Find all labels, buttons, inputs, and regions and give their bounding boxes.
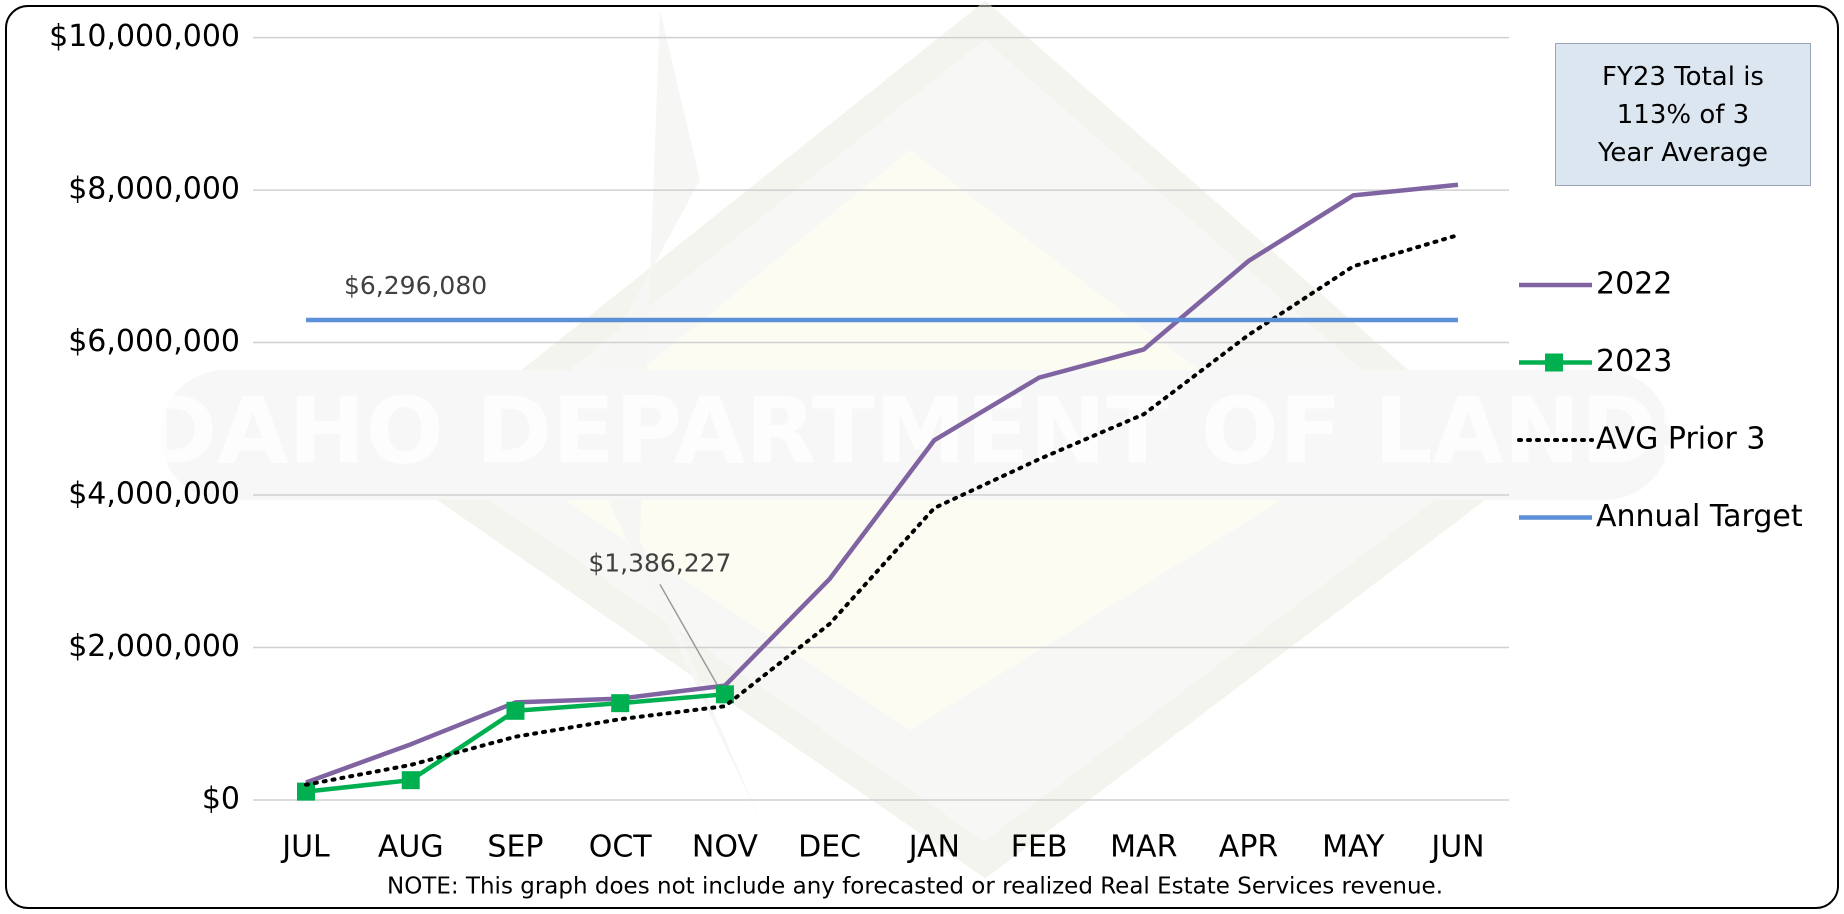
- note: NOTE: This graph does not include any fo…: [387, 874, 1443, 900]
- point-marker: [401, 771, 420, 790]
- point-marker: [297, 782, 315, 801]
- leader-line: [659, 583, 718, 685]
- series-line: [305, 182, 1459, 785]
- y-tick-label: $10,000,000: [49, 19, 240, 54]
- y-tick-label: $8,000,000: [68, 172, 240, 207]
- x-tick-label: APR: [1219, 830, 1278, 865]
- x-tick-label: JUN: [1429, 830, 1484, 865]
- x-tick-label: MAY: [1322, 830, 1385, 865]
- y-tick-label: $4,000,000: [68, 477, 240, 512]
- legend-label: AVG Prior 3: [1596, 422, 1765, 457]
- annotation-box: FY23 Total is 113% of 3 Year Average: [1555, 43, 1811, 186]
- data-label: $1,386,227: [588, 548, 731, 577]
- point-marker: [611, 694, 630, 713]
- y-tick-label: $0: [202, 782, 240, 817]
- x-tick-label: DEC: [798, 830, 861, 865]
- x-tick-label: OCT: [589, 830, 653, 865]
- legend-label: Annual Target: [1596, 499, 1803, 534]
- x-tick-label: JUL: [280, 830, 330, 865]
- x-tick-label: AUG: [378, 830, 444, 865]
- legend-marker: [1545, 353, 1563, 372]
- y-tick-label: $2,000,000: [68, 629, 240, 664]
- x-tick-label: JAN: [907, 830, 960, 865]
- x-tick-label: MAR: [1110, 830, 1177, 865]
- legend-label: 2023: [1596, 344, 1672, 379]
- x-tick-label: NOV: [692, 830, 759, 865]
- x-tick-label: FEB: [1011, 830, 1068, 865]
- data-label: $6,296,080: [344, 271, 487, 300]
- legend-label: 2022: [1596, 267, 1672, 302]
- x-tick-label: SEP: [487, 830, 543, 865]
- point-marker: [506, 701, 525, 720]
- y-tick-label: $6,000,000: [68, 324, 240, 359]
- series-line: [304, 233, 1460, 787]
- point-marker: [715, 685, 734, 704]
